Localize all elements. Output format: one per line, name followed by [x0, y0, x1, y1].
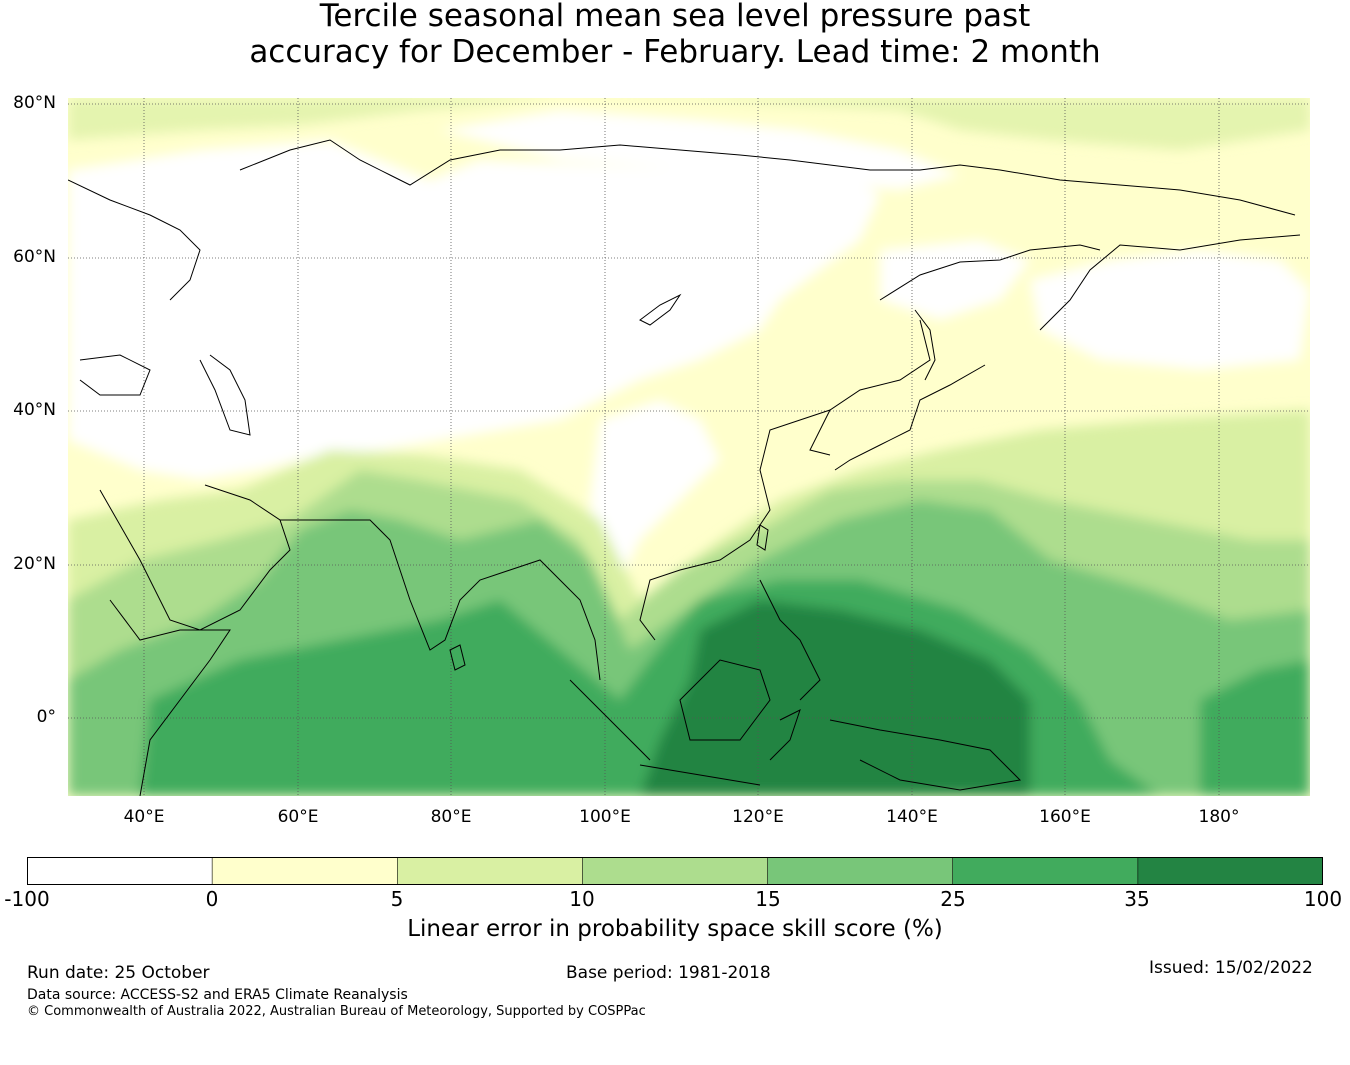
run-date: Run date: 25 October — [27, 963, 210, 983]
colorbar-segment-1 — [212, 857, 398, 885]
lon-label-40e: 40°E — [123, 807, 165, 827]
coast-arctic — [239, 139, 1296, 216]
colorbar-tick-0: 0 — [205, 887, 219, 911]
map-title-line-2: accuracy for December - February. Lead t… — [249, 34, 1101, 70]
lat-label-0: 0° — [36, 707, 56, 727]
coast-sulawesi — [769, 709, 801, 761]
region-white-east-asia — [590, 400, 720, 580]
copyright: © Commonwealth of Australia 2022, Austra… — [27, 1004, 646, 1019]
region-white-siberia — [440, 110, 960, 190]
coastlines — [68, 139, 1301, 796]
coast-borneo — [679, 659, 771, 741]
colorbar-tick-10: 10 — [569, 887, 595, 911]
coast-sakhalin — [914, 309, 936, 381]
base-period: Base period: 1981-2018 — [566, 963, 771, 983]
coast-china — [639, 319, 931, 641]
lon-label-80e: 80°E — [430, 807, 472, 827]
coast-java — [639, 764, 761, 786]
coast-kamchatka — [1039, 234, 1301, 331]
skill-field — [68, 98, 1310, 796]
coast-black-sea — [79, 354, 151, 396]
colorbar-segment-2 — [397, 857, 583, 885]
region-35-100 — [640, 600, 1030, 796]
coast-caspian — [199, 354, 251, 436]
lon-label-120e: 120°E — [732, 807, 784, 827]
coast-srilanka — [449, 644, 466, 671]
lon-label-160e: 160°E — [1039, 807, 1091, 827]
coast-africa-east — [109, 599, 231, 796]
lon-label-60e: 60°E — [277, 807, 319, 827]
colorbar-segment-4 — [767, 857, 954, 885]
colorbar-tick-35: 35 — [1124, 887, 1150, 911]
map-title-line-1: Tercile seasonal mean sea level pressure… — [319, 0, 1031, 34]
lat-label-80n: 80°N — [13, 93, 56, 113]
coast-baikal — [639, 293, 682, 326]
region-5-10-north — [68, 98, 1310, 150]
lat-label-60n: 60°N — [13, 247, 56, 267]
lon-label-140e: 140°E — [886, 807, 938, 827]
coast-arabia — [99, 484, 291, 631]
region-25-35-east — [1200, 660, 1310, 796]
coast-okhotsk — [879, 244, 1101, 301]
lon-label-100e: 100°E — [579, 807, 631, 827]
colorbar-tick-100: 100 — [1303, 887, 1343, 911]
coast-scandinavia — [68, 179, 201, 301]
region-white-nepac — [1030, 250, 1310, 370]
colorbar-label: Linear error in probability space skill … — [407, 916, 943, 942]
lat-label-20n: 20°N — [13, 554, 56, 574]
colorbar-tick-15: 15 — [755, 887, 781, 911]
coast-india — [280, 519, 601, 681]
colorbar — [27, 857, 1323, 885]
colorbar-tick-25: 25 — [940, 887, 966, 911]
issued-date: Issued: 15/02/2022 — [1149, 958, 1313, 978]
colorbar-segment-3 — [582, 857, 769, 885]
lon-label-180: 180° — [1198, 807, 1240, 827]
coast-sumatra — [569, 679, 651, 761]
coast-taiwan — [756, 524, 769, 551]
colorbar-tick-5: 5 — [390, 887, 404, 911]
colorbar-segment-5 — [952, 857, 1139, 885]
coast-japan — [834, 364, 986, 471]
coast-new-guinea — [829, 719, 1022, 791]
gridlines — [68, 98, 1310, 796]
lat-label-40n: 40°N — [13, 400, 56, 420]
region-white-eurasia — [68, 140, 880, 480]
data-source: Data source: ACCESS-S2 and ERA5 Climate … — [27, 987, 408, 1003]
coast-philippines — [759, 579, 821, 701]
coast-korea — [809, 409, 831, 456]
colorbar-segment-0 — [27, 857, 213, 885]
colorbar-segment-6 — [1137, 857, 1323, 885]
colorbar-tick-neg100: -100 — [4, 887, 50, 911]
